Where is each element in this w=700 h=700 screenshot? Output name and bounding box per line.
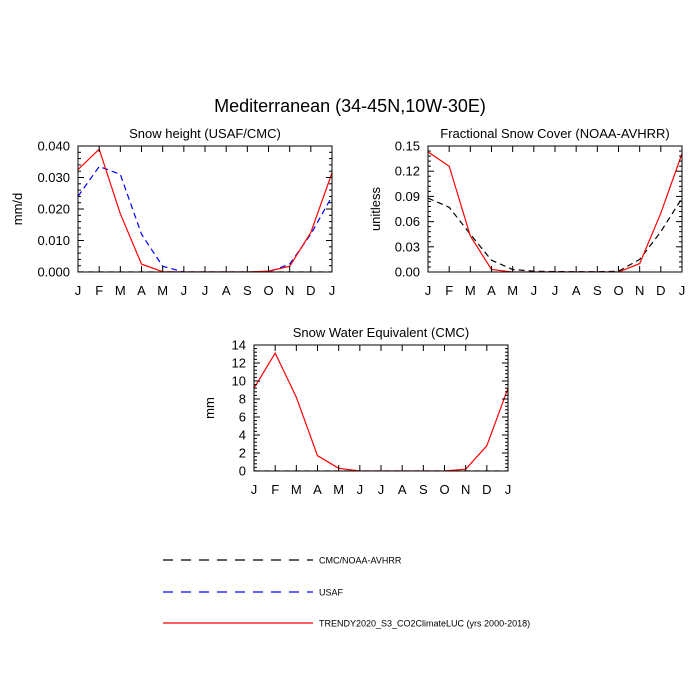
x-tick-label: M — [507, 283, 518, 298]
y-axis-label: mm — [202, 397, 217, 419]
y-tick-label: 0.010 — [37, 233, 70, 248]
x-tick-label: J — [357, 482, 364, 497]
y-tick-label: 0.09 — [395, 189, 420, 204]
chart-panel: Snow Water Equivalent (CMC) mm 0 2 4 6 8 10 12 14… — [202, 325, 511, 497]
x-tick-label: F — [271, 482, 279, 497]
chart-title: Fractional Snow Cover (NOAA-AVHRR) — [440, 126, 669, 141]
x-tick-label: J — [552, 283, 559, 298]
y-tick-label: 0.03 — [395, 239, 420, 254]
x-tick-label: N — [285, 283, 294, 298]
legend-label: CMC/NOAA-AVHRR — [319, 556, 402, 566]
x-tick-label: M — [291, 482, 302, 497]
x-tick-label: D — [656, 283, 665, 298]
x-tick-label: A — [222, 283, 231, 298]
chart-title: Snow height (USAF/CMC) — [129, 126, 281, 141]
legend-label: TRENDY2020_S3_CO2ClimateLUC (yrs 2000-20… — [319, 619, 530, 629]
figure-title: Mediterranean (34-45N,10W-30E) — [214, 96, 486, 116]
series-line — [78, 148, 332, 272]
y-tick-label: 0.020 — [37, 202, 70, 217]
series-group — [254, 351, 508, 471]
legend-item: CMC/NOAA-AVHRR — [163, 556, 402, 566]
series-line — [78, 165, 332, 272]
y-axis-label: mm/d — [10, 193, 25, 226]
x-tick-label: J — [378, 482, 385, 497]
series-group — [428, 151, 682, 272]
x-tick-label: N — [635, 283, 644, 298]
series-group — [78, 148, 332, 272]
y-tick-label: 0 — [239, 464, 246, 479]
x-tick-label: O — [613, 283, 623, 298]
y-axis-label: unitless — [368, 186, 383, 231]
x-tick-label: A — [487, 283, 496, 298]
x-tick-label: M — [115, 283, 126, 298]
y-tick-label: 0.000 — [37, 265, 70, 280]
series-line — [254, 351, 508, 471]
y-tick-label: 4 — [239, 428, 246, 443]
y-tick-label: 0.12 — [395, 164, 420, 179]
plot-frame — [253, 344, 509, 472]
y-tick-label: 2 — [239, 446, 246, 461]
x-tick-label: J — [425, 283, 432, 298]
x-tick-label: J — [202, 283, 209, 298]
x-tick-label: J — [251, 482, 258, 497]
x-tick-label: J — [329, 283, 336, 298]
y-tick-label: 0.15 — [395, 139, 420, 154]
x-tick-label: M — [333, 482, 344, 497]
chart-panel: Snow height (USAF/CMC) mm/d 0.000 0.010 0.02… — [10, 126, 335, 298]
y-tick-label: 12 — [232, 356, 246, 371]
y-tick-label: 10 — [232, 374, 246, 389]
x-tick-label: A — [572, 283, 581, 298]
x-tick-label: A — [398, 482, 407, 497]
y-tick-label: 0.00 — [395, 265, 420, 280]
x-tick-label: J — [181, 283, 188, 298]
x-tick-label: J — [75, 283, 82, 298]
x-tick-label: J — [679, 283, 686, 298]
series-line — [428, 197, 682, 272]
x-tick-label: A — [313, 482, 322, 497]
x-tick-label: S — [593, 283, 602, 298]
series-line — [428, 151, 682, 272]
x-tick-label: N — [461, 482, 470, 497]
x-tick-label: D — [306, 283, 315, 298]
legend-label: USAF — [319, 588, 344, 598]
y-tick-label: 14 — [232, 338, 246, 353]
x-tick-label: A — [137, 283, 146, 298]
x-tick-label: J — [531, 283, 538, 298]
chart-panels: Snow height (USAF/CMC)mm/d0.0000.0100.02… — [10, 126, 685, 497]
chart-title: Snow Water Equivalent (CMC) — [293, 325, 470, 340]
x-tick-label: O — [263, 283, 273, 298]
x-tick-label: J — [505, 482, 512, 497]
legend-item: USAF — [163, 588, 344, 598]
x-tick-label: D — [482, 482, 491, 497]
plot-frame — [77, 145, 333, 273]
y-tick-label: 6 — [239, 410, 246, 425]
y-tick-label: 0.040 — [37, 139, 70, 154]
legend: CMC/NOAA-AVHRR USAF TRENDY2020_S3_CO2Clima… — [163, 556, 530, 629]
y-tick-label: 0.06 — [395, 214, 420, 229]
x-tick-label: M — [465, 283, 476, 298]
x-tick-label: O — [439, 482, 449, 497]
x-tick-label: M — [157, 283, 168, 298]
chart-panel: Fractional Snow Cover (NOAA-AVHRR) unitle… — [368, 126, 685, 298]
x-tick-label: F — [445, 283, 453, 298]
x-tick-label: S — [243, 283, 252, 298]
x-tick-label: F — [95, 283, 103, 298]
y-tick-label: 8 — [239, 392, 246, 407]
legend-item: TRENDY2020_S3_CO2ClimateLUC (yrs 2000-20… — [163, 619, 530, 629]
y-tick-label: 0.030 — [37, 170, 70, 185]
x-tick-label: S — [419, 482, 428, 497]
